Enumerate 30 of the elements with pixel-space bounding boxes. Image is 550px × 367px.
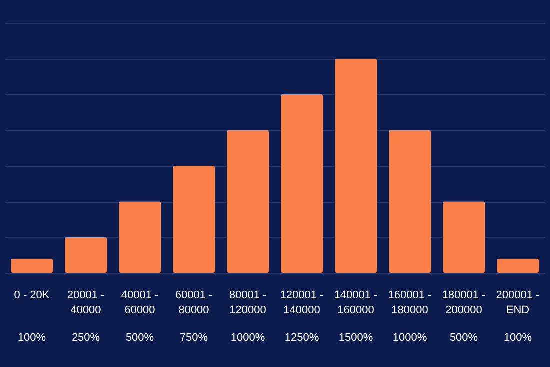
data-label: 500% xyxy=(126,332,154,344)
bar xyxy=(334,58,378,273)
bar xyxy=(10,258,54,273)
bar xyxy=(442,202,486,273)
data-label: 250% xyxy=(72,332,100,344)
data-label: 1000% xyxy=(230,332,266,344)
data-label: 1500% xyxy=(338,332,374,344)
data-label: 500% xyxy=(450,332,478,344)
data-label: 1250% xyxy=(284,332,320,344)
x-tick-label: 160001 - 180000 xyxy=(388,290,432,316)
x-tick-label: 140001 - 160000 xyxy=(334,290,378,316)
x-tick-label: 180001 - 200000 xyxy=(442,290,486,316)
bar xyxy=(496,258,540,273)
data-label: 100% xyxy=(18,332,46,344)
bar xyxy=(64,237,108,273)
data-label: 1000% xyxy=(392,332,428,344)
x-tick-label: 40001 - 60000 xyxy=(121,290,159,316)
x-tick-label: 20001 - 40000 xyxy=(67,290,105,316)
bar xyxy=(118,202,162,273)
x-tick-label: 200001 - END xyxy=(496,290,540,316)
bar xyxy=(388,130,432,273)
bar xyxy=(280,94,324,273)
x-tick-label: 60001 - 80000 xyxy=(175,290,213,316)
bar xyxy=(172,166,216,273)
x-tick-label: 80001 - 120000 xyxy=(229,290,267,316)
data-label: 100% xyxy=(504,332,532,344)
x-tick-label: 0 - 20K xyxy=(14,290,50,302)
bar xyxy=(226,130,270,273)
data-label: 750% xyxy=(180,332,208,344)
x-tick-label: 120001 - 140000 xyxy=(280,290,324,316)
